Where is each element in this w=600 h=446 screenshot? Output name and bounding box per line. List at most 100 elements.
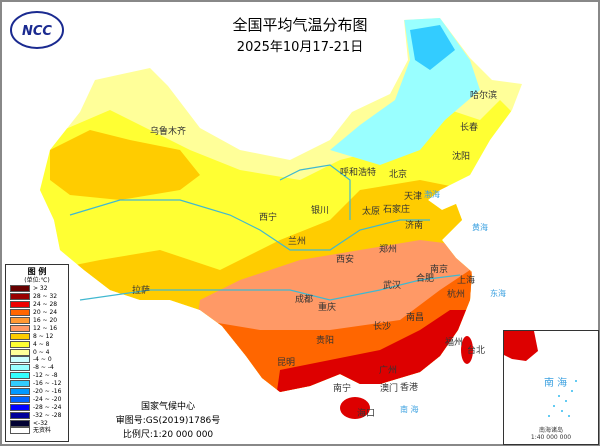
city-shenyang: 沈阳 xyxy=(452,150,470,162)
legend-item: 无资料 xyxy=(6,427,68,435)
city-guangzhou: 广州 xyxy=(379,364,397,376)
city-labels: 乌鲁木齐 哈尔滨 长春 沈阳 呼和浩特 北京 天津 银川 太原 石家庄 西宁 兰… xyxy=(132,89,497,419)
legend-label: 8 ~ 12 xyxy=(33,332,54,340)
legend-label: -32 ~ -28 xyxy=(33,411,62,419)
legend-swatch xyxy=(10,309,30,317)
city-guiyang: 贵阳 xyxy=(316,334,334,346)
legend-swatch xyxy=(10,293,30,301)
legend-label: -24 ~ -20 xyxy=(33,395,62,403)
legend-item: > 32 xyxy=(6,285,68,293)
city-taiyuan: 太原 xyxy=(362,205,380,217)
city-xian: 西安 xyxy=(336,253,354,265)
legend-swatch xyxy=(10,411,30,419)
legend-item: 0 ~ 4 xyxy=(6,348,68,356)
svg-text:东海: 东海 xyxy=(490,288,506,298)
map-title: 全国平均气温分布图 xyxy=(232,16,368,34)
city-changsha: 长沙 xyxy=(373,320,391,332)
legend-item: 16 ~ 20 xyxy=(6,317,68,325)
legend-label: 0 ~ 4 xyxy=(33,348,50,356)
org-name: 国家气候中心 xyxy=(140,402,195,412)
legend-item: -32 ~ -28 xyxy=(6,411,68,419)
map-scale: 比例尺:1:20 000 000 xyxy=(122,430,214,440)
city-lanzhou: 兰州 xyxy=(288,235,306,247)
legend-item: -24 ~ -20 xyxy=(6,395,68,403)
legend-item: 28 ~ 32 xyxy=(6,293,68,301)
legend-label: 28 ~ 32 xyxy=(33,293,58,301)
legend-item: -20 ~ -16 xyxy=(6,388,68,396)
legend-item: <-32 xyxy=(6,419,68,427)
legend-swatch xyxy=(10,388,30,396)
city-chongqing: 重庆 xyxy=(318,301,336,313)
city-lhasa: 拉萨 xyxy=(132,284,150,296)
city-beijing: 北京 xyxy=(389,168,407,180)
rivers xyxy=(69,164,461,301)
legend-label: -28 ~ -24 xyxy=(33,403,62,411)
legend-item: -28 ~ -24 xyxy=(6,403,68,411)
city-haikou: 海口 xyxy=(357,407,375,419)
legend-swatch xyxy=(10,301,30,309)
city-harbin: 哈尔滨 xyxy=(470,89,497,101)
legend-swatch xyxy=(10,403,30,411)
city-xining: 西宁 xyxy=(259,211,277,223)
svg-text:渤海: 渤海 xyxy=(424,189,440,199)
city-kunming: 昆明 xyxy=(277,357,295,368)
city-hefei: 合肥 xyxy=(416,272,434,284)
city-fuzhou: 福州 xyxy=(445,336,463,348)
city-zhengzhou: 郑州 xyxy=(379,243,397,255)
legend-item: 20 ~ 24 xyxy=(6,309,68,317)
legend-item: 8 ~ 12 xyxy=(6,332,68,340)
legend-swatch xyxy=(10,380,30,388)
city-jinan: 济南 xyxy=(405,219,423,231)
legend-label: -8 ~ -4 xyxy=(33,364,54,372)
map-subtitle: 2025年10月17-21日 xyxy=(236,40,364,55)
legend-label: -16 ~ -12 xyxy=(33,380,62,388)
legend-item: -16 ~ -12 xyxy=(6,380,68,388)
city-nanjing: 南京 xyxy=(430,263,448,275)
legend-item: 24 ~ 28 xyxy=(6,301,68,309)
legend-swatch xyxy=(10,340,30,348)
legend-label: -4 ~ 0 xyxy=(33,356,52,364)
legend-swatch xyxy=(10,364,30,372)
city-shijiazhuang: 石家庄 xyxy=(383,203,410,215)
city-tianjin: 天津 xyxy=(404,191,422,202)
legend-label: 16 ~ 20 xyxy=(33,317,58,324)
city-wuhan: 武汉 xyxy=(383,279,401,291)
legend-swatch xyxy=(10,332,30,340)
city-changchun: 长春 xyxy=(460,121,478,133)
legend-label: 12 ~ 16 xyxy=(33,324,58,332)
legend-unit: (单位:℃) xyxy=(24,277,50,284)
legend-item: 12 ~ 16 xyxy=(6,324,68,332)
inset-map: 南 海 xyxy=(504,331,577,417)
city-hohhot: 呼和浩特 xyxy=(340,166,376,178)
city-taipei: 台北 xyxy=(467,344,485,356)
legend-label: 20 ~ 24 xyxy=(33,309,58,317)
hainan-island xyxy=(340,397,370,419)
city-chengdu: 成都 xyxy=(295,293,313,305)
sea-labels: 渤海 黄海 东海 南 海 xyxy=(400,189,506,414)
city-yinchuan: 银川 xyxy=(311,204,329,216)
legend-swatch xyxy=(10,372,30,380)
inset-scale: 1:40 000 000 xyxy=(530,434,572,441)
south-sea-inset: 南 海 南海诸岛 1:40 000 000 xyxy=(503,330,599,445)
legend-swatch xyxy=(10,395,30,403)
legend-label: > 32 xyxy=(33,285,48,293)
city-urumqi: 乌鲁木齐 xyxy=(150,125,186,137)
inset-name: 南海诸岛 xyxy=(538,427,563,434)
legend-swatch xyxy=(10,356,30,364)
svg-text:NCC: NCC xyxy=(22,24,52,39)
legend-label: -20 ~ -16 xyxy=(33,388,62,396)
legend-label: 24 ~ 28 xyxy=(33,301,58,309)
credits: 国家气候中心 审图号:GS(2019)1786号 比例尺:1:20 000 00… xyxy=(103,400,233,442)
city-hongkong: 香港 xyxy=(400,381,418,393)
legend-label: -12 ~ -8 xyxy=(33,372,58,380)
approval-number: 审图号:GS(2019)1786号 xyxy=(115,416,221,426)
legend-swatch xyxy=(10,324,30,332)
legend-item: 4 ~ 8 xyxy=(6,340,68,348)
city-hangzhou: 杭州 xyxy=(447,288,465,300)
legend-swatch xyxy=(10,419,30,427)
legend-swatch xyxy=(10,317,30,324)
ncc-logo: NCC xyxy=(10,11,64,49)
